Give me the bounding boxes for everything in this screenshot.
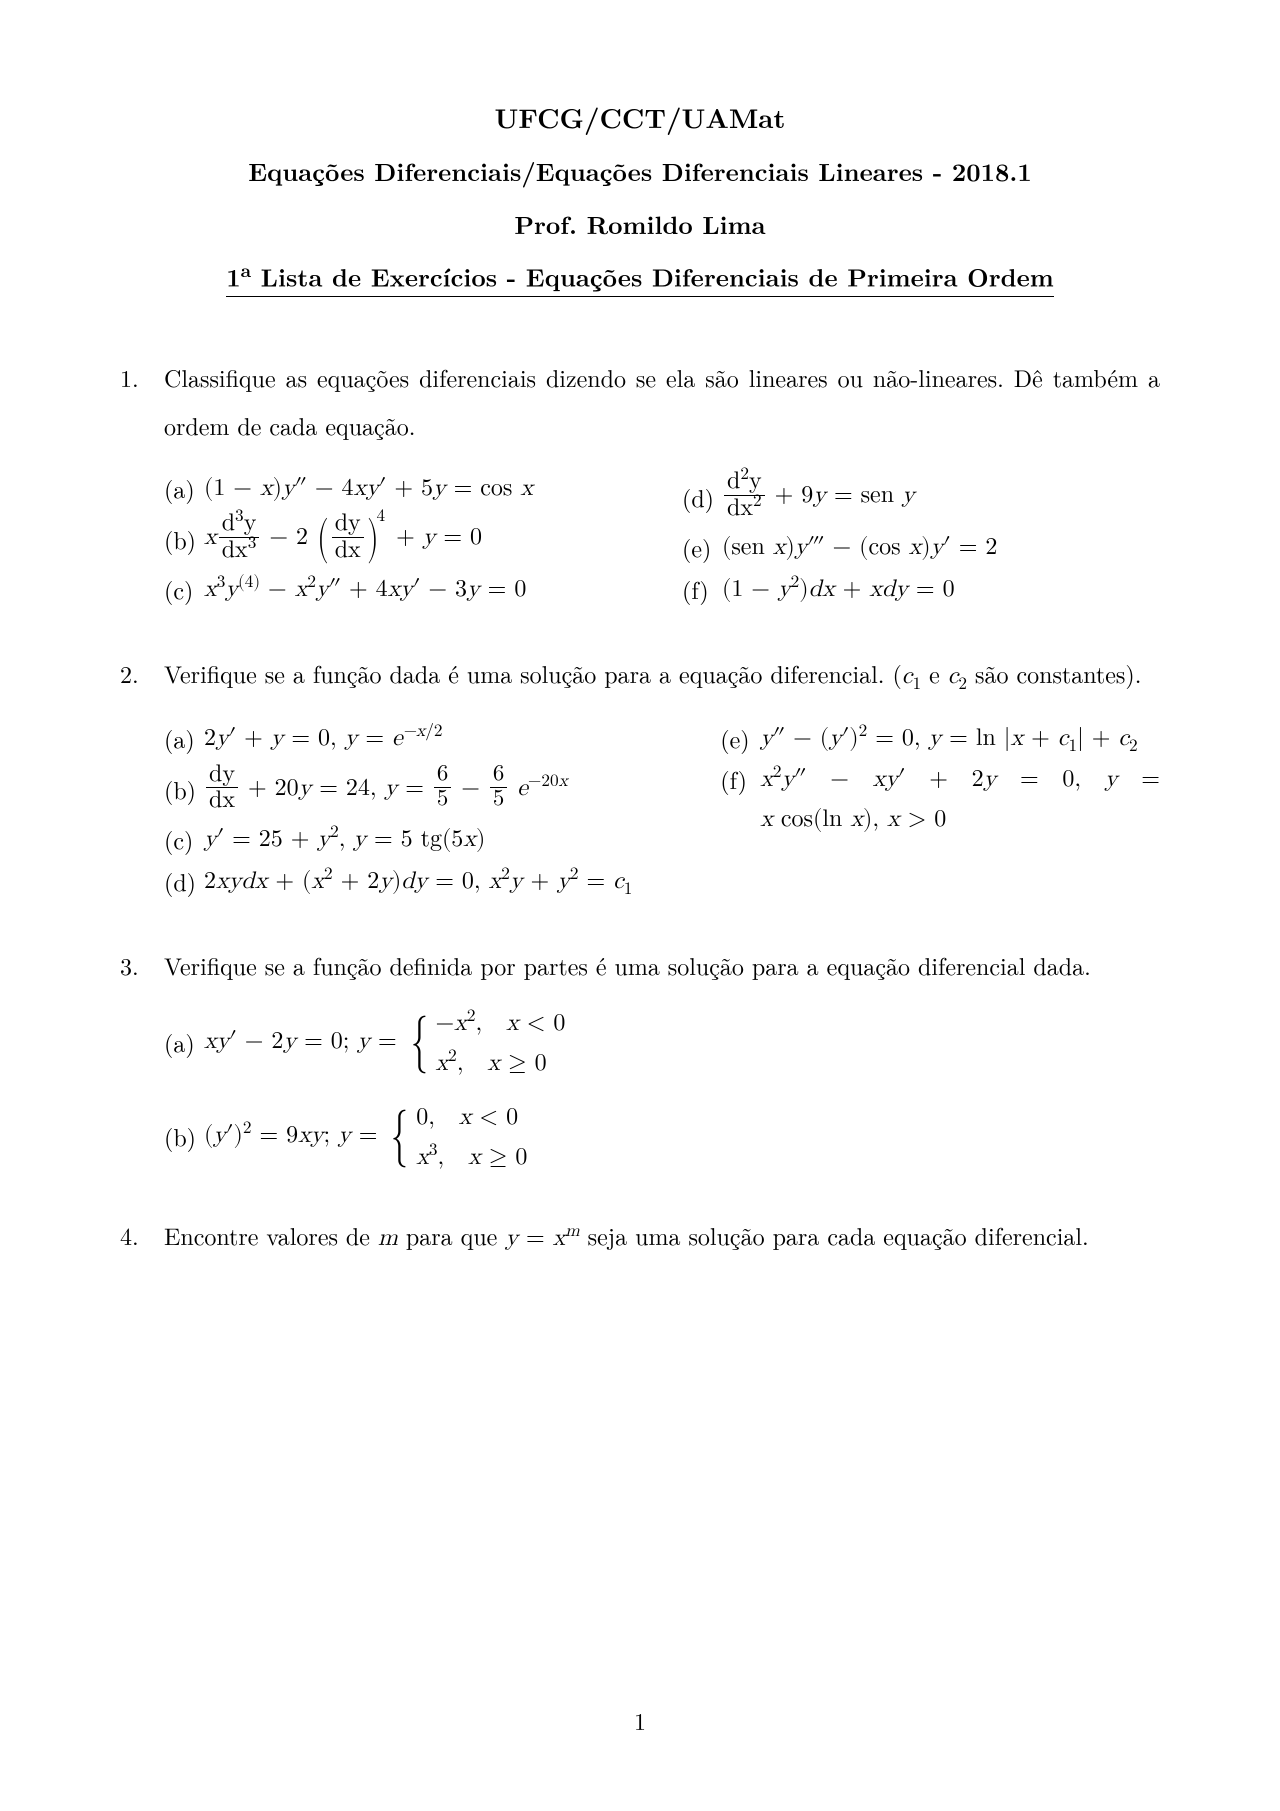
problem-1-col-right: (d) d2ydx2 + 9y = sen y (e) (sen x)y‴ − … — [682, 463, 1160, 614]
p2-d: (d) 2xydx + (x2 + 2y)dy = 0, x2y + y2 = … — [164, 865, 680, 899]
problem-1-items: (a) (1 − x)y″ − 4xy′ + 5y = cos x (b) xd… — [164, 463, 1160, 614]
page-number: 1 — [0, 1703, 1280, 1737]
problem-3: Verifique se a função definida por parte… — [120, 941, 1160, 1177]
problem-2-text: Verifique se a função dada é uma solução… — [164, 656, 1141, 690]
list-title: 1a Lista de Exercícios - Equações Difere… — [226, 256, 1054, 297]
p2-a: (a) 2y′ + y = 0, y = e−x/2 — [164, 722, 680, 756]
p1-e: (e) (sen x)y‴ − (cos x)y′ = 2 — [682, 531, 1160, 565]
document-page: UFCG/CCT/UAMat Equações Diferenciais/Equ… — [0, 0, 1280, 1811]
problem-1-col-left: (a) (1 − x)y″ − 4xy′ + 5y = cos x (b) xd… — [164, 463, 642, 614]
problem-1: Classifique as equações diferenciais diz… — [120, 353, 1160, 614]
problem-3-items: (a) xy′ − 2y = 0; y = { −x2, x < 0 x2, x… — [164, 1003, 1160, 1177]
course-line: Equações Diferenciais/Equações Diferenci… — [120, 154, 1160, 189]
institution-line: UFCG/CCT/UAMat — [120, 97, 1160, 136]
problem-4: Encontre valores de m para que y = xm se… — [120, 1211, 1160, 1262]
p2-f: (f) x2y″ − xy′ + 2y = 0, y = — [720, 764, 1160, 835]
problem-2-col-left: (a) 2y′ + y = 0, y = e−x/2 (b) dydx + 20… — [164, 714, 680, 907]
p2-c: (c) y′ = 25 + y2, y = 5 tg(5x) — [164, 823, 680, 857]
p1-c: (c) x3y(4) − x2y″ + 4xy′ − 3y = 0 — [164, 573, 642, 607]
p1-d: (d) d2ydx2 + 9y = sen y — [682, 471, 1160, 522]
p2-e: (e) y″ − (y′)2 = 0, y = ln |x + c1| + c2 — [720, 722, 1160, 756]
p1-a: (a) (1 − x)y″ − 4xy′ + 5y = cos x — [164, 471, 642, 505]
p1-b: (b) xd3ydx3 − 2 (dydx)4 + y = 0 — [164, 513, 642, 564]
problem-2-items: (a) 2y′ + y = 0, y = e−x/2 (b) dydx + 20… — [164, 714, 1160, 907]
problem-3-text: Verifique se a função definida por parte… — [164, 948, 1091, 982]
problem-1-text: Classifique as equações diferenciais diz… — [164, 360, 1160, 442]
document-header: UFCG/CCT/UAMat Equações Diferenciais/Equ… — [120, 97, 1160, 353]
professor-line: Prof. Romildo Lima — [120, 207, 1160, 242]
p3-a: (a) xy′ − 2y = 0; y = { −x2, x < 0 x2, x… — [164, 1003, 1160, 1083]
p1-f: (f) (1 − y2)dx + xdy = 0 — [682, 573, 1160, 607]
problem-2: Verifique se a função dada é uma solução… — [120, 649, 1160, 907]
problem-4-text: Encontre valores de m para que y = xm se… — [164, 1218, 1089, 1252]
problem-2-col-right: (e) y″ − (y′)2 = 0, y = ln |x + c1| + c2… — [720, 714, 1160, 907]
p3-b: (b) (y′)2 = 9xy; y = { 0, x < 0 x3, x ≥ … — [164, 1097, 1160, 1177]
p2-b: (b) dydx + 20y = 24, y = 65 − 65 e−20x — [164, 764, 680, 815]
problem-list: Classifique as equações diferenciais diz… — [120, 353, 1160, 1262]
